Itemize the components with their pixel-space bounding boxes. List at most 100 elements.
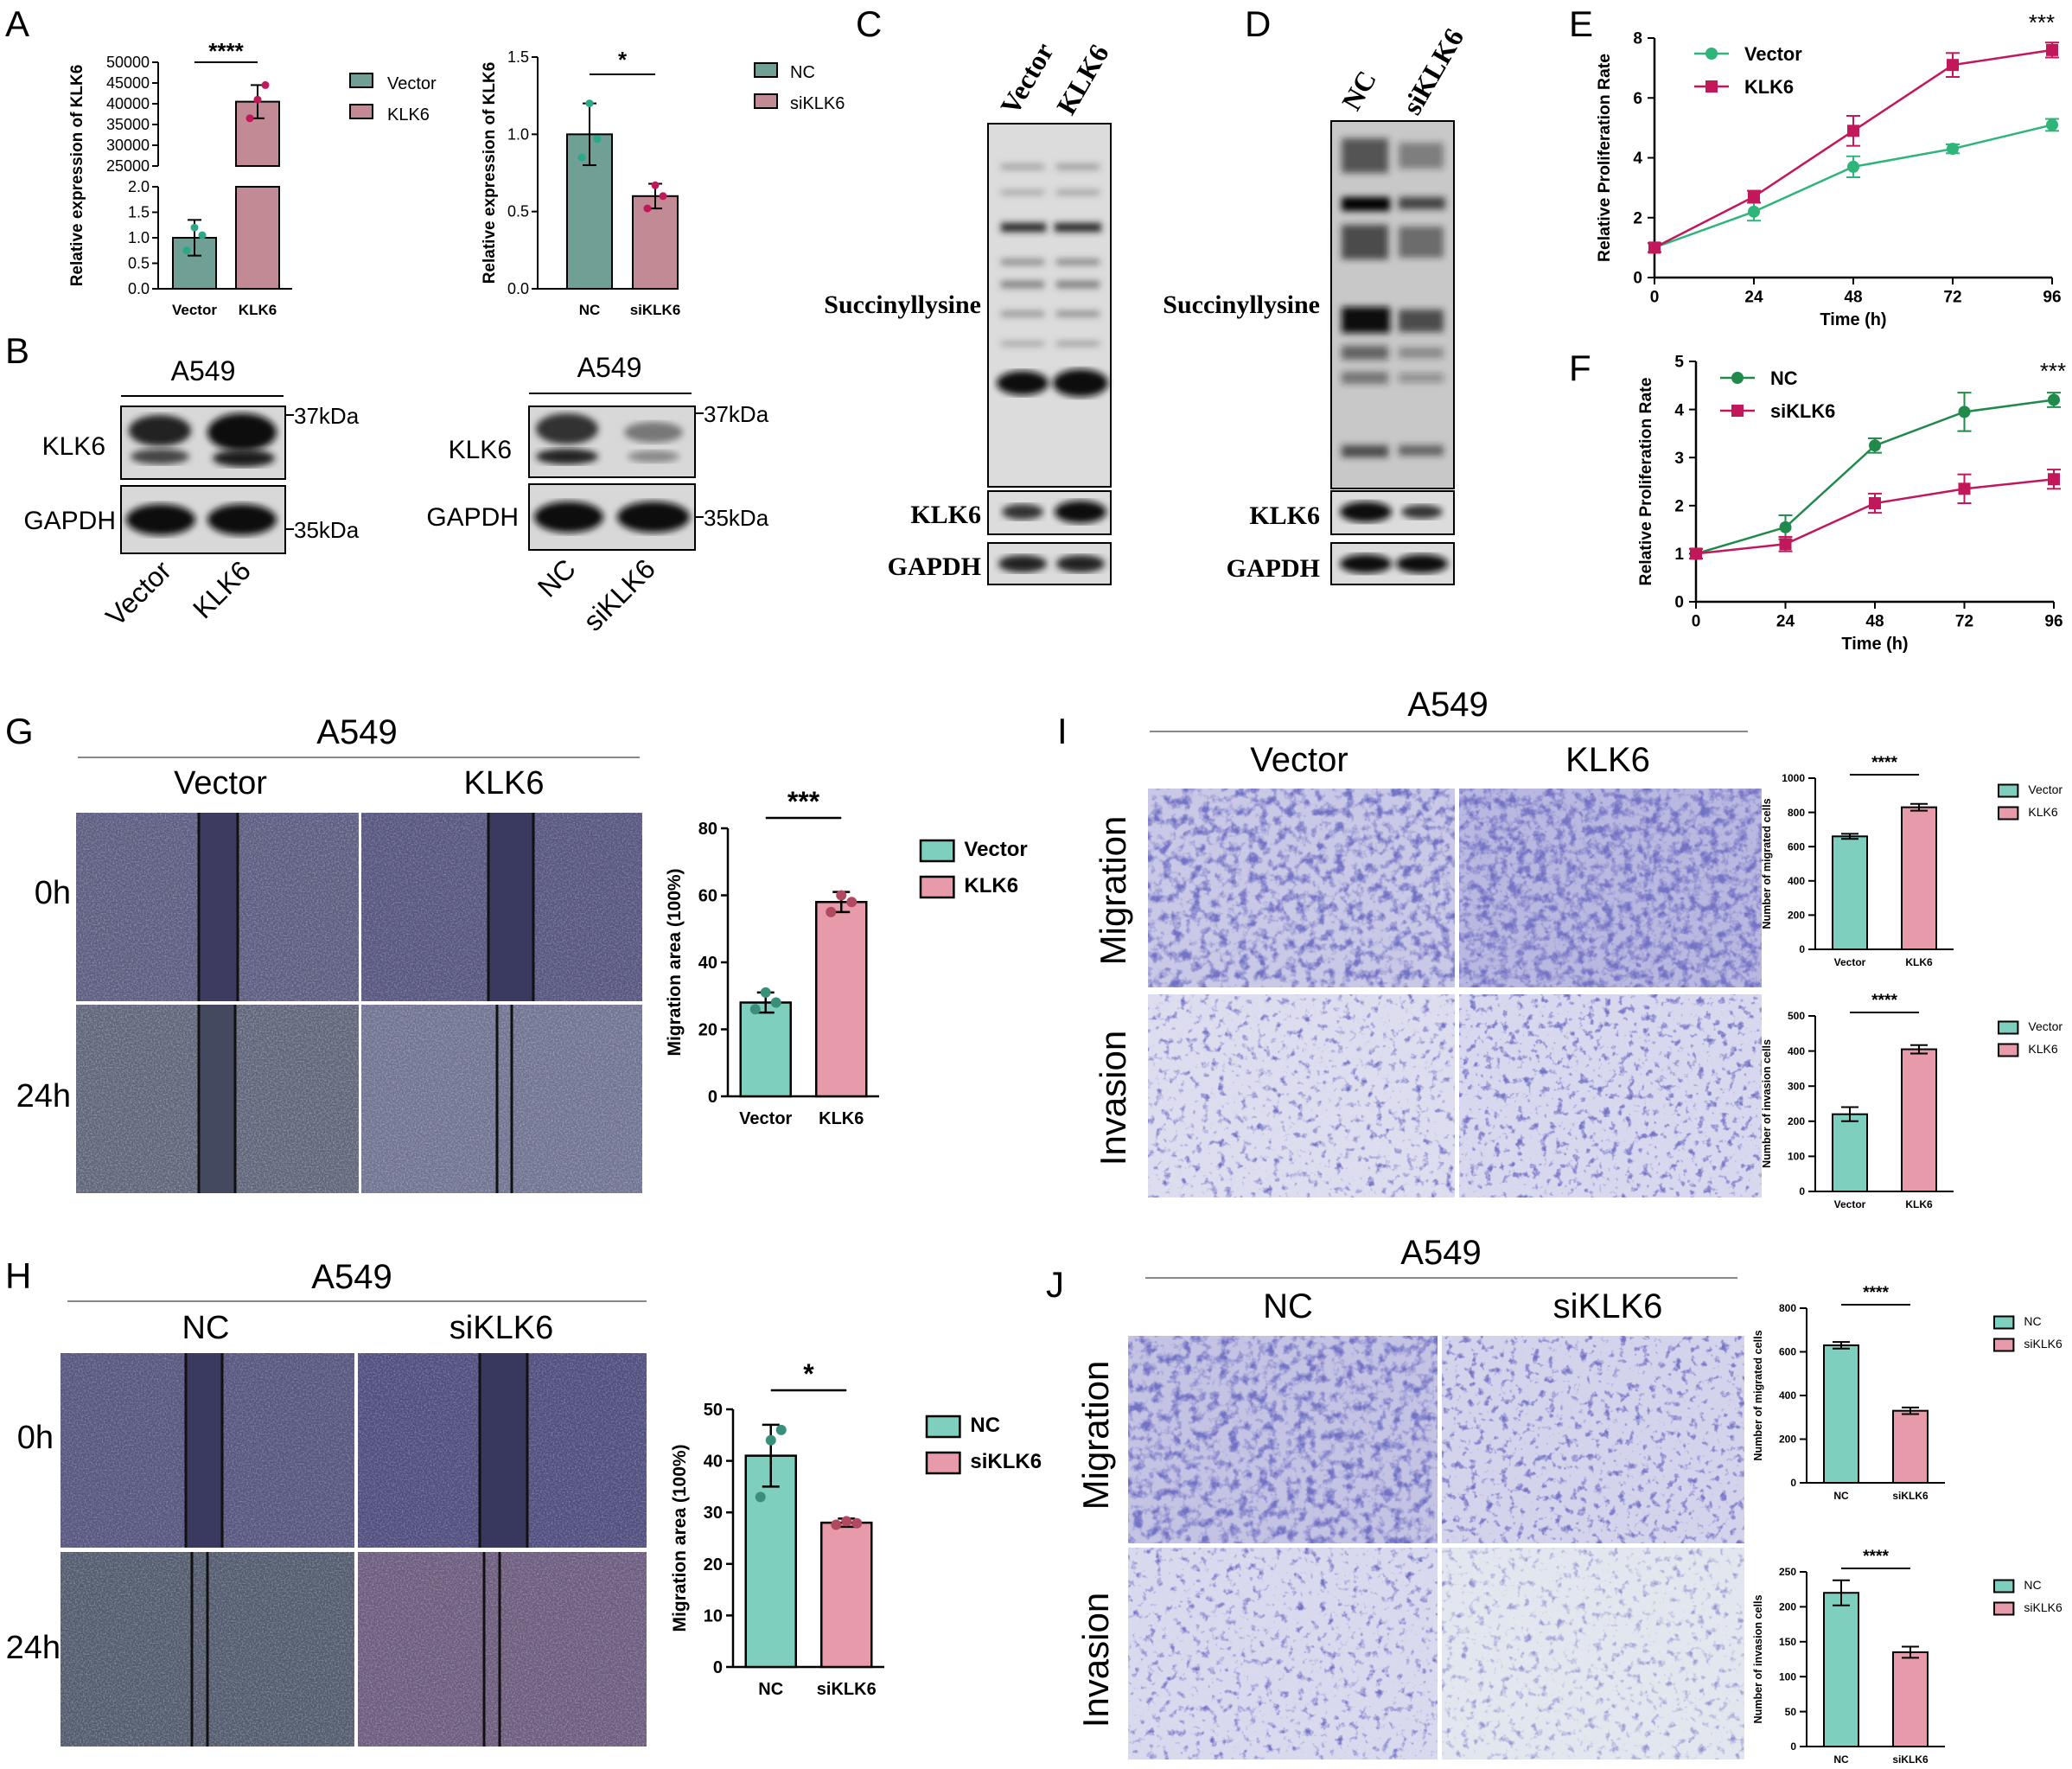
y-tick-label: 300 <box>1788 1080 1805 1092</box>
y-tick-label: 0.0 <box>128 280 150 297</box>
c-lane-klk6: KLK6 <box>1050 39 1115 119</box>
significance-stars: **** <box>1863 1548 1889 1566</box>
i-row-migration: Migration <box>1093 816 1133 966</box>
data-point <box>585 99 594 108</box>
b-left-title: A549 <box>171 355 236 386</box>
g-image-klk6-0h <box>361 813 642 1001</box>
i-image-vector-invasion <box>1148 994 1455 1197</box>
bar-siklk6 <box>820 1521 873 1669</box>
y-tick-label: 600 <box>1788 840 1805 853</box>
g-title: A549 <box>316 713 397 751</box>
d-row-succinyllysine: Succinyllysine <box>1163 291 1320 319</box>
y-tick-label: 25000 <box>106 157 150 175</box>
legend-label: siKLK6 <box>2024 1600 2062 1614</box>
chart-a-right: 0.0 0.5 1.0 1.5 Relative expression of KLK6 N… <box>481 47 845 318</box>
g-col-klk6: KLK6 <box>464 765 545 801</box>
i-title: A549 <box>1407 686 1488 724</box>
series-line-nc <box>1695 399 2055 555</box>
i-image-klk6-invasion <box>1459 994 1762 1197</box>
significance-stars: *** <box>787 786 820 817</box>
legend-label: KLK6 <box>1744 76 1794 98</box>
significance-stars: **** <box>1863 1284 1889 1302</box>
c-lane-vector: Vector <box>994 37 1060 119</box>
y-tick-label: 1.0 <box>507 125 529 143</box>
i-row-invasion: Invasion <box>1093 1031 1133 1165</box>
y-tick-label: 200 <box>1779 1601 1796 1613</box>
legend-label: Vector <box>387 74 437 93</box>
legend-label: KLK6 <box>964 874 1018 897</box>
legend-label: KLK6 <box>387 105 430 125</box>
y-tick-label: 2.0 <box>128 178 150 195</box>
legend-swatch <box>1993 1601 2015 1616</box>
data-point <box>1847 125 1859 137</box>
y-axis-label: Relative Proliferation Rate <box>1636 377 1655 585</box>
legend-label: Vector <box>2028 782 2062 796</box>
h-image-siklk6-0h <box>358 1353 647 1548</box>
j-row-invasion: Invasion <box>1075 1593 1116 1727</box>
legend-swatch <box>1998 783 2019 798</box>
data-point <box>1748 205 1760 218</box>
y-tick-label: 40 <box>698 954 717 973</box>
x-tick-label: NC <box>579 302 601 318</box>
y-tick-label: 1000 <box>1782 772 1805 784</box>
data-point <box>190 223 199 232</box>
b-left-lane-vector: Vector <box>99 554 177 632</box>
bar-vector <box>172 237 217 290</box>
data-point <box>253 95 262 104</box>
y-tick-label: 2 <box>1633 209 1642 227</box>
data-point <box>1847 160 1859 173</box>
bar-nc <box>744 1454 797 1669</box>
x-tick-label: siKLK6 <box>1892 1753 1929 1766</box>
x-tick-label: 0 <box>1650 289 1660 307</box>
data-point <box>1779 520 1792 533</box>
d-gapdh-blot <box>1330 542 1455 585</box>
h-image-nc-0h <box>61 1353 354 1548</box>
d-row-klk6: KLK6 <box>1249 501 1320 530</box>
x-tick-label: siKLK6 <box>630 302 681 318</box>
b-right-row-klk6: KLK6 <box>449 436 512 464</box>
y-tick-label: 5 <box>1674 354 1684 372</box>
significance-stars: **** <box>1871 992 1897 1010</box>
data-point <box>775 1424 787 1435</box>
x-tick-label: Vector <box>172 302 217 318</box>
data-point <box>1748 190 1760 203</box>
x-axis-label: Time (h) <box>1820 310 1886 329</box>
legend-swatch <box>349 104 373 119</box>
panel-letter-a: A <box>5 3 29 44</box>
panel-i: A549 Vector KLK6 Migration Invasion <box>1093 686 1762 1197</box>
c-row-gapdh: GAPDH <box>888 552 981 581</box>
y-tick-label: 400 <box>1779 1389 1796 1402</box>
data-point <box>760 987 771 998</box>
d-lane-nc: NC <box>1336 65 1382 115</box>
b-left-gapdh-blot <box>120 485 286 554</box>
bar-klk6-upper <box>235 100 280 167</box>
y-tick-label: 40 <box>704 1453 723 1472</box>
x-tick-label: Vector <box>1834 1198 1866 1210</box>
data-point <box>841 1516 852 1527</box>
data-point <box>577 153 586 162</box>
c-row-klk6: KLK6 <box>910 501 981 529</box>
panel-d: NC siKLK6 Succinyllysine KLK6 GAPDH <box>1163 23 1470 585</box>
bar-vector <box>739 1001 792 1098</box>
x-tick-label: siKLK6 <box>1892 1490 1929 1502</box>
legend-marker <box>1705 80 1718 93</box>
chart-i-inv: 0 100 200 300 400 500 Number of invasion cells… <box>1761 992 2062 1210</box>
j-image-nc-migration <box>1128 1336 1438 1543</box>
significance-stars: **** <box>208 38 244 64</box>
i-image-vector-migration <box>1148 789 1455 987</box>
bar-klk6 <box>1901 806 1937 950</box>
y-axis-label: Relative Proliferation Rate <box>1595 54 1614 262</box>
chart-h-bar: 0 10 20 30 40 50 Migration area (100%) NC siKLK6… <box>670 1358 1042 1699</box>
j-col-nc: NC <box>1263 1287 1313 1325</box>
bar-klk6 <box>815 901 868 1098</box>
h-row-24h: 24h <box>6 1630 61 1666</box>
y-axis-label: Number of migrated cells <box>1752 1330 1764 1460</box>
y-tick-label: 80 <box>698 820 717 839</box>
legend-swatch <box>1993 1315 2015 1330</box>
panel-letter-i: I <box>1057 711 1068 751</box>
y-tick-label: 800 <box>1779 1302 1796 1314</box>
b-right-lane-siklk6: siKLK6 <box>577 552 661 636</box>
legend-marker <box>1731 405 1744 417</box>
y-tick-label: 0.5 <box>128 255 150 272</box>
